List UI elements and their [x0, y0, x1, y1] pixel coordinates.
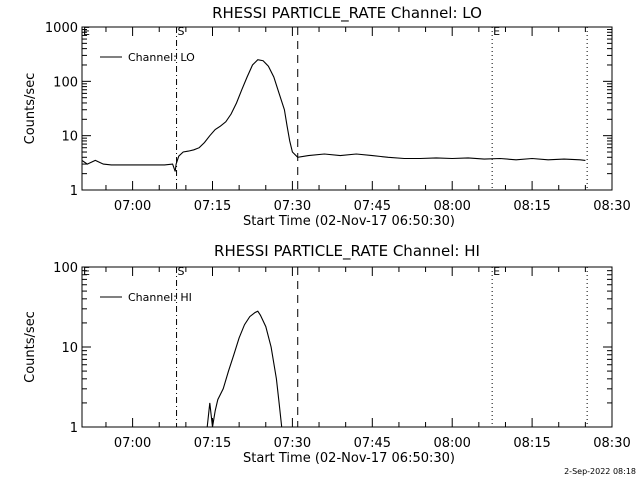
y-tick-label: 1 — [70, 184, 78, 199]
x-tick-label: 07:15 — [194, 436, 231, 451]
y-tick-label: 10 — [61, 130, 78, 145]
chart-panel-2: RHESSI PARTICLE_RATE Channel: HI 07:00 07:… — [23, 242, 631, 466]
x-tick-label: 08:00 — [433, 199, 470, 214]
x-tick-label: 07:45 — [354, 436, 391, 451]
legend-label: Channel: LO — [128, 51, 195, 64]
series-line — [81, 59, 586, 172]
x-tick-label: 07:45 — [354, 199, 391, 214]
chart-title: RHESSI PARTICLE_RATE Channel: HI — [214, 242, 480, 261]
legend-label: Channel: HI — [128, 291, 192, 304]
x-tick-label: 08:15 — [513, 199, 550, 214]
time-marker-label: S — [178, 265, 185, 278]
series-line — [206, 310, 283, 428]
corner-marker-label: E — [83, 265, 90, 278]
x-axis-label: Start Time (02-Nov-17 06:50:30) — [243, 451, 455, 466]
corner-marker-label: E — [83, 25, 90, 38]
x-tick-label: 08:30 — [593, 199, 630, 214]
y-axis-label: Counts/sec — [23, 73, 38, 145]
x-tick-label: 07:15 — [194, 199, 231, 214]
y-tick-label: 1000 — [45, 21, 78, 36]
y-tick-label: 100 — [53, 261, 78, 276]
y-tick-label: 10 — [61, 341, 78, 356]
x-tick-label: 07:30 — [274, 436, 311, 451]
y-tick-label: 1 — [70, 421, 78, 436]
x-axis-label: Start Time (02-Nov-17 06:50:30) — [243, 214, 455, 229]
x-tick-label: 08:00 — [433, 436, 470, 451]
plot-frame — [81, 26, 613, 191]
time-marker-label: E — [493, 25, 500, 38]
x-tick-label: 07:30 — [274, 199, 311, 214]
x-tick-label: 07:00 — [114, 436, 151, 451]
x-tick-label: 07:00 — [114, 199, 151, 214]
y-axis-label: Counts/sec — [23, 311, 38, 383]
time-marker-label: S — [178, 25, 185, 38]
time-marker-label: E — [493, 265, 500, 278]
chart-title: RHESSI PARTICLE_RATE Channel: LO — [212, 4, 482, 23]
y-tick-label: 100 — [53, 75, 78, 90]
x-tick-label: 08:30 — [593, 436, 630, 451]
x-tick-label: 08:15 — [513, 436, 550, 451]
timestamp-footer: 2-Sep-2022 08:18 — [564, 467, 636, 476]
chart-panel-1: RHESSI PARTICLE_RATE Channel: LO 07:00 07:… — [23, 4, 631, 229]
